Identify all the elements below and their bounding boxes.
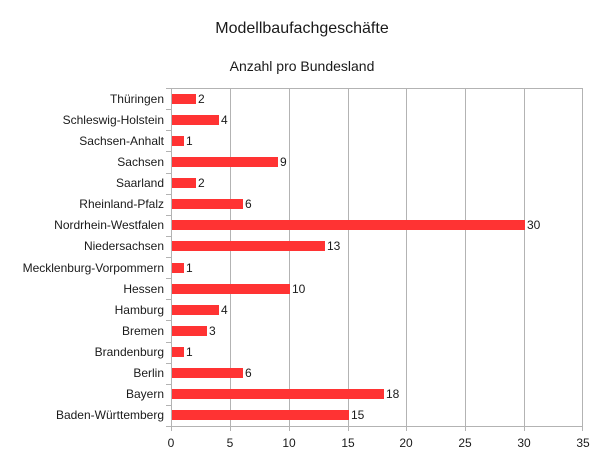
category-label: Brandenburg	[94, 345, 164, 359]
bar-value-label: 4	[221, 303, 228, 317]
bar	[172, 326, 207, 336]
y-tick	[166, 384, 171, 385]
bar	[172, 389, 384, 399]
y-tick	[166, 363, 171, 364]
x-tick	[348, 426, 349, 431]
x-tick	[230, 426, 231, 431]
bar	[172, 410, 349, 420]
y-tick	[166, 88, 171, 89]
plot-top-border	[171, 88, 583, 89]
category-label: Schleswig-Holstein	[62, 113, 164, 127]
x-tick-label: 25	[458, 436, 472, 450]
y-tick	[166, 109, 171, 110]
bar-value-label: 18	[386, 387, 400, 401]
chart-title: Modellbaufachgeschäfte	[215, 20, 389, 37]
category-label: Berlin	[133, 366, 164, 380]
bar-value-label: 1	[186, 134, 193, 148]
bar-value-label: 2	[198, 176, 205, 190]
y-tick	[166, 278, 171, 279]
category-label: Bayern	[125, 387, 164, 401]
bar-value-label: 15	[351, 408, 365, 422]
category-label: Baden-Württemberg	[55, 408, 164, 422]
category-label: Saarland	[115, 176, 164, 190]
plot-area: 0 5 10 15 20 25 30 35 2 4 1 9 2 6 30 13 1 10 4 3 1 6 18 15	[166, 88, 590, 450]
x-tick-label: 5	[226, 436, 234, 450]
bar	[172, 94, 196, 104]
gridline	[524, 88, 525, 426]
bar	[172, 368, 243, 378]
y-tick	[166, 194, 171, 195]
chart-subtitle: Anzahl pro Bundesland	[229, 58, 375, 74]
y-tick	[166, 257, 171, 258]
bar-value-label: 30	[527, 218, 541, 232]
category-label: Hessen	[123, 282, 164, 296]
x-tick-label: 10	[282, 436, 296, 450]
bar-value-label: 6	[245, 197, 252, 211]
x-tick-label: 35	[576, 436, 590, 450]
gridline	[406, 88, 407, 426]
bar	[172, 178, 196, 188]
category-label: Nordrhein-Westfalen	[54, 218, 164, 232]
x-tick	[465, 426, 466, 431]
x-tick	[582, 426, 583, 431]
bar	[172, 347, 184, 357]
y-tick	[166, 320, 171, 321]
category-label: Hamburg	[114, 303, 164, 317]
gridline	[348, 88, 349, 426]
bar	[172, 136, 184, 146]
x-tick	[406, 426, 407, 431]
category-label: Mecklenburg-Vorpommern	[22, 261, 164, 275]
gridline	[465, 88, 466, 426]
y-tick	[166, 426, 171, 427]
bar-value-label: 2	[198, 92, 205, 106]
gridline	[582, 88, 583, 426]
x-axis	[171, 426, 583, 427]
y-tick	[166, 299, 171, 300]
bar	[172, 305, 219, 315]
bar-value-label: 4	[221, 113, 228, 127]
y-tick	[166, 151, 171, 152]
y-tick	[166, 236, 171, 237]
category-label: Thüringen	[109, 92, 164, 106]
bar	[172, 284, 290, 294]
x-tick	[289, 426, 290, 431]
y-tick	[166, 215, 171, 216]
x-tick-label: 30	[517, 436, 531, 450]
gridline	[230, 88, 231, 426]
y-tick	[166, 342, 171, 343]
bar-value-label: 3	[209, 324, 216, 338]
bar-value-label: 9	[280, 155, 287, 169]
category-label: Sachsen	[117, 155, 164, 169]
y-tick	[166, 130, 171, 131]
x-tick-label: 0	[167, 436, 175, 450]
bar-value-label: 13	[327, 239, 341, 253]
category-label: Sachsen-Anhalt	[79, 134, 164, 148]
gridline	[289, 88, 290, 426]
bar	[172, 263, 184, 273]
y-tick	[166, 405, 171, 406]
bar	[172, 157, 278, 167]
bar	[172, 241, 325, 251]
y-axis	[171, 88, 172, 430]
bar-value-label: 6	[245, 366, 252, 380]
category-label: Rheinland-Pfalz	[79, 197, 164, 211]
bar	[172, 115, 219, 125]
category-label: Bremen	[121, 324, 164, 338]
category-label: Niedersachsen	[83, 239, 164, 253]
x-tick	[524, 426, 525, 431]
x-tick	[171, 426, 172, 431]
bar-value-label: 1	[186, 345, 193, 359]
y-tick	[166, 173, 171, 174]
x-tick-label: 15	[341, 436, 355, 450]
bar-value-label: 10	[292, 282, 306, 296]
bar	[172, 220, 525, 230]
bar-value-label: 1	[186, 261, 193, 275]
bar	[172, 199, 243, 209]
x-tick-label: 20	[399, 436, 413, 450]
